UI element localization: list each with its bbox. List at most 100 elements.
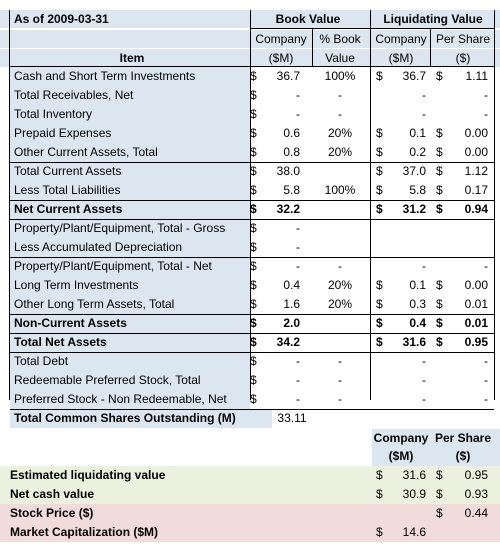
summary-per-share-currency: $ [436,506,443,520]
per-share-amount: 0.95 [464,335,488,349]
row-border [10,219,494,220]
liq-company-currency: $ [376,316,383,330]
book-value-currency: $ [250,297,257,311]
book-value-currency: $ [250,145,257,159]
liq-company-amount: 31.2 [402,202,426,216]
book-value-amount: - [296,354,300,368]
summary-company-amount: 14.6 [402,525,426,539]
per-share-amount: - [484,88,488,102]
pct-book-value: - [338,392,342,406]
company-header: Company [255,32,307,46]
row-border [10,162,494,163]
table-row: Prepaid Expenses $0.6 20% $0.1 $0.00 [0,124,500,143]
pct-book-value: - [338,88,342,102]
book-value-currency: $ [250,202,257,216]
per-share-amount: 0.94 [464,202,488,216]
book-value-amount: 1.6 [283,297,300,311]
table-row: Other Long Term Assets, Total $1.6 20% $0.3… [0,295,500,314]
per-share-currency: $ [436,164,443,178]
book-value-amount: 5.8 [283,183,300,197]
row-border [10,409,494,410]
row-item-label: Property/Plant/Equipment, Total - Gross [10,219,250,238]
table-row: Other Current Assets, Total $0.8 20% $0.2 $0… [0,143,500,162]
summary-company-amount: 30.9 [402,487,426,501]
per-share-amount: - [484,373,488,387]
row-item-label: Long Term Investments [10,276,250,295]
per-share-amount: 1.12 [464,164,488,178]
summary-per-share-currency [436,523,450,542]
per-share-currency [436,86,450,105]
company-header-2: Company [375,32,427,46]
summary-per-share-header: Per Share [434,431,492,445]
liq-company-amount [390,238,426,257]
pct-book-value [314,238,366,257]
liq-company-amount: - [422,107,426,121]
pct-book-value: 20% [327,145,353,159]
table-row: Preferred Stock - Non Redeemable, Net $ - -… [0,390,500,409]
liq-company-currency: $ [376,183,383,197]
summary-label: Estimated liquidating value [10,468,166,482]
per-share-currency: $ [436,145,443,159]
book-value-currency: $ [250,107,257,121]
pct-book-value: - [338,354,342,368]
liq-company-amount: - [422,88,426,102]
smm-header: ($M) [268,51,294,65]
liq-company-currency: $ [376,297,383,311]
per-share-amount [450,238,488,257]
row-item-label: Total Debt [10,352,250,371]
liq-company-currency [376,219,390,238]
row-border [250,28,494,29]
per-share-currency: $ [436,335,443,349]
book-value-currency: $ [250,335,257,349]
row-border [10,333,494,334]
per-share-amount: 0.00 [464,278,488,292]
row-border [10,314,494,315]
table-row: Total Receivables, Net $ - - - - [0,86,500,105]
liq-company-currency [376,390,390,409]
table-row: Long Term Investments $0.4 20% $0.1 $0.00 [0,276,500,295]
book-value-amount: 0.6 [283,126,300,140]
book-value-amount: 36.7 [276,69,300,83]
liq-company-currency [376,238,390,257]
summary-per-share-amount: 0.93 [464,487,488,501]
book-value-amount: 2.0 [283,316,300,330]
book-value-currency: $ [250,164,257,178]
per-share-amount: 0.00 [464,145,488,159]
liq-company-amount: 0.1 [409,126,426,140]
pct-book-value: 100% [324,183,356,197]
row-item-label: Total Net Assets [10,333,250,352]
dollar-header: ($) [455,51,471,65]
book-value-header: Book Value [275,12,341,26]
liq-company-amount: 0.2 [409,145,426,159]
summary-per-share-amount: 0.44 [464,506,488,520]
liq-company-amount: - [422,373,426,387]
shares-value: 33.11 [277,411,307,425]
summary-label: Net cash value [10,487,95,501]
liq-company-amount: 36.7 [402,69,426,83]
column-border [250,10,251,400]
row-border [10,257,494,258]
value-header: Value [325,51,355,65]
table-row: Non-Current Assets $2.0 $0.4 $0.01 [0,314,500,333]
row-item-label: Other Long Term Assets, Total [10,295,250,314]
column-border [430,28,431,67]
book-value-currency: $ [250,126,257,140]
book-value-amount: - [296,107,300,121]
liq-company-currency [376,105,390,124]
book-value-amount: - [296,373,300,387]
table-row: Property/Plant/Equipment, Total - Gross $… [0,219,500,238]
book-value-amount: 32.2 [276,202,300,216]
summary-company-amount: 31.6 [402,468,426,482]
per-share-amount: 1.11 [465,69,488,83]
liq-company-currency [376,352,390,371]
liq-company-amount: - [422,354,426,368]
pct-book-value: 20% [327,126,353,140]
pct-book-value: 20% [327,297,353,311]
table-row: Property/Plant/Equipment, Total - Net $ - -… [0,257,500,276]
book-value-amount: 0.8 [283,145,300,159]
summary-row: Net cash value $30.9 $0.93 [0,485,500,504]
liq-company-amount: - [422,392,426,406]
row-item-label: Less Accumulated Depreciation [10,238,250,257]
row-item-label: Net Current Assets [10,200,250,219]
book-value-amount: - [296,240,300,254]
